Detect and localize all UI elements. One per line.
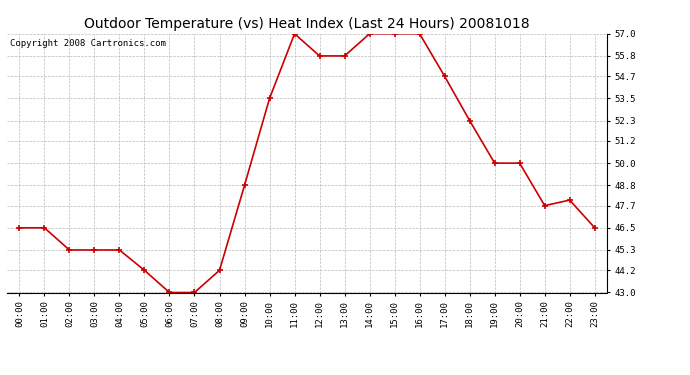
Title: Outdoor Temperature (vs) Heat Index (Last 24 Hours) 20081018: Outdoor Temperature (vs) Heat Index (Las… — [84, 17, 530, 31]
Text: Copyright 2008 Cartronics.com: Copyright 2008 Cartronics.com — [10, 39, 166, 48]
